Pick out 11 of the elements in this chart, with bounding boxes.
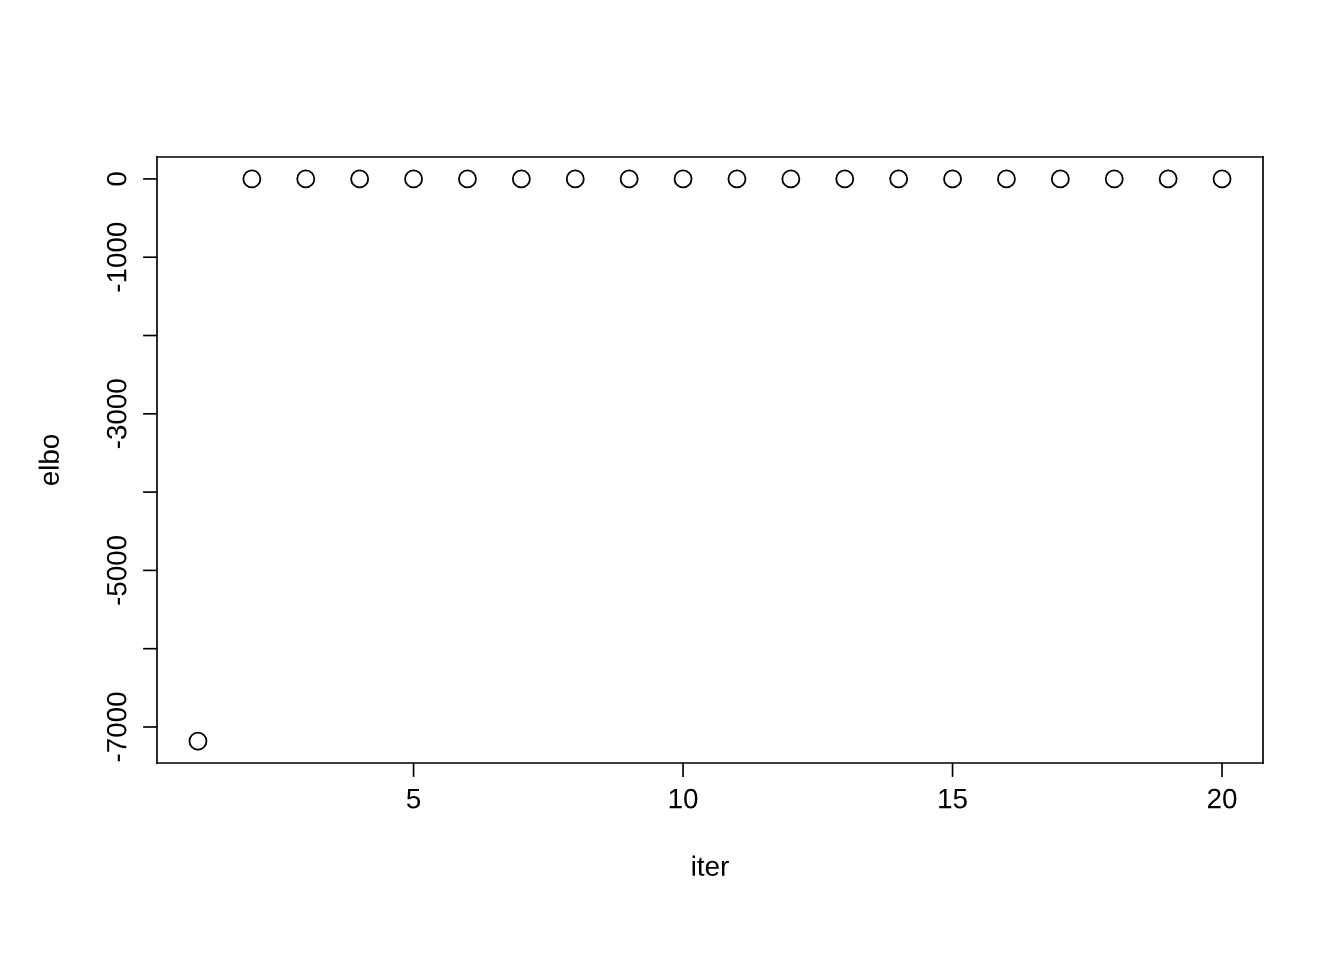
y-tick-label: -7000 [106,692,127,762]
x-tick-label: 10 [669,788,698,809]
x-tick-label: 5 [406,789,421,809]
x-axis-title: iter [692,855,729,876]
y-tick-label: -1000 [106,222,127,292]
y-tick-label: 0 [106,172,127,186]
y-axis-title: elbo [38,434,59,486]
x-tick-label: 15 [939,789,967,809]
x-tick-label: 20 [1207,788,1237,809]
y-tick-label: -3000 [106,379,127,449]
y-tick-label: -5000 [106,535,127,605]
